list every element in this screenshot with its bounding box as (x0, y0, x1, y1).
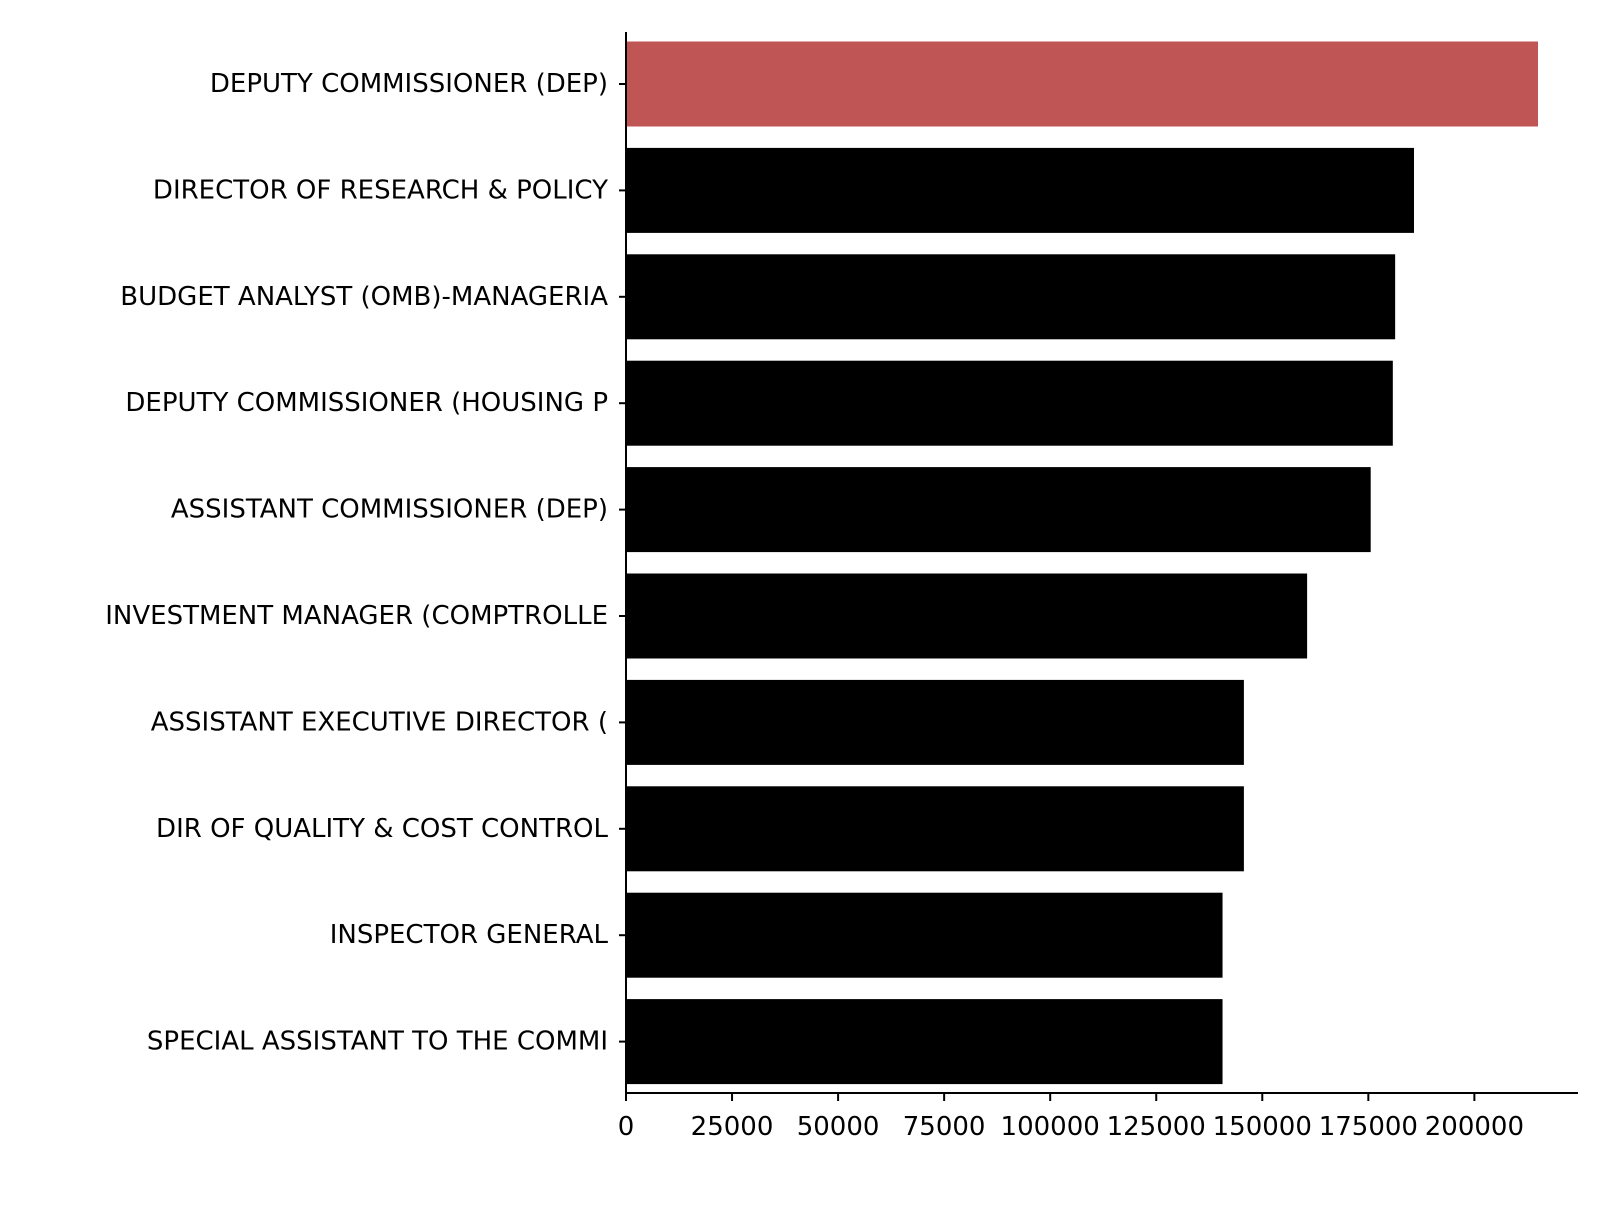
y-tick-label: BUDGET ANALYST (OMB)-MANAGERIA (120, 282, 608, 312)
x-tick-label: 175000 (1319, 1112, 1418, 1142)
y-tick-label: ASSISTANT EXECUTIVE DIRECTOR ( (151, 707, 608, 737)
bar-8 (626, 892, 1223, 978)
x-tick-label: 150000 (1213, 1112, 1312, 1142)
y-axis-ticks: DEPUTY COMMISSIONER (DEP) DIRECTOR OF RES… (105, 69, 626, 1057)
x-tick-label: 0 (618, 1112, 635, 1142)
x-tick-label: 125000 (1107, 1112, 1206, 1142)
y-tick-label: INVESTMENT MANAGER (COMPTROLLE (105, 601, 608, 631)
bar-2 (626, 254, 1396, 340)
bar-7 (626, 786, 1244, 872)
x-axis-ticks: 0 25000 50000 75000 100000 125000 150000 175000… (618, 1093, 1524, 1142)
bar-6 (626, 679, 1244, 765)
bar-5 (626, 573, 1308, 659)
x-tick-label: 200000 (1425, 1112, 1524, 1142)
bar-9 (626, 999, 1223, 1085)
y-tick-label: DEPUTY COMMISSIONER (DEP) (210, 69, 608, 99)
x-tick-label: 25000 (691, 1112, 774, 1142)
y-tick-label: SPECIAL ASSISTANT TO THE COMMI (147, 1027, 608, 1057)
y-tick-label: INSPECTOR GENERAL (330, 920, 609, 950)
x-tick-label: 75000 (903, 1112, 986, 1142)
bars-group (626, 41, 1538, 1085)
bar-4 (626, 467, 1371, 553)
x-tick-label: 100000 (1001, 1112, 1100, 1142)
y-tick-label: DEPUTY COMMISSIONER (HOUSING P (125, 388, 608, 418)
x-tick-label: 50000 (797, 1112, 880, 1142)
y-tick-label: ASSISTANT COMMISSIONER (DEP) (171, 495, 608, 525)
bar-3 (626, 360, 1393, 446)
bar-0 (626, 41, 1538, 127)
y-tick-label: DIR OF QUALITY & COST CONTROL (156, 814, 608, 844)
bar-1 (626, 147, 1414, 233)
y-tick-label: DIRECTOR OF RESEARCH & POLICY (153, 175, 608, 205)
